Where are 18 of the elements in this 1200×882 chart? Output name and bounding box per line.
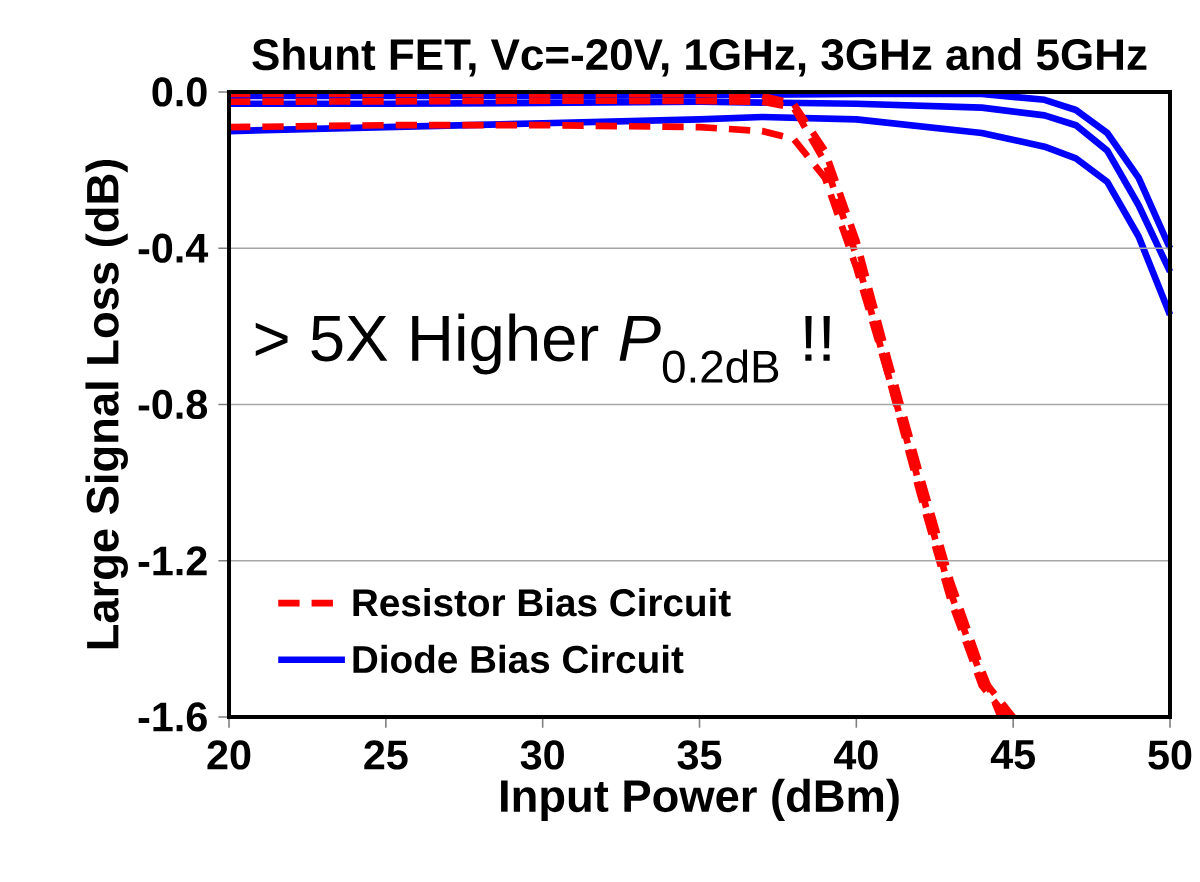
y-tick-label: -0.4 (138, 233, 209, 263)
x-tick-label: 30 (520, 740, 564, 770)
y-tick-label: -0.8 (138, 389, 208, 420)
x-tick-label: 50 (1148, 740, 1192, 770)
annotation: > 5X Higher P$_{0.2dB}$ !! (255, 313, 830, 383)
legend-label: Diode Bias Circuit (353, 644, 684, 674)
y-tick-label: 0.0 (152, 77, 207, 107)
legend-label: Resistor Bias Circuit (353, 588, 731, 617)
x-axis-title: Input Power (dBm) (501, 778, 899, 822)
y-tick-label: -1.2 (138, 546, 207, 576)
y-tick-label: -1.6 (138, 702, 207, 732)
x-tick-label: 40 (833, 740, 878, 770)
chart-title: Shunt FET, Vc=-20V, 1GHz, 3GHz and 5GHz (252, 37, 1147, 77)
y-axis-title: Large Signal Loss (dB) (85, 159, 128, 649)
x-tick-label: 45 (990, 740, 1035, 770)
x-tick-label: 25 (364, 740, 408, 770)
x-tick-label: 35 (677, 740, 722, 770)
x-tick-label: 20 (207, 740, 251, 770)
